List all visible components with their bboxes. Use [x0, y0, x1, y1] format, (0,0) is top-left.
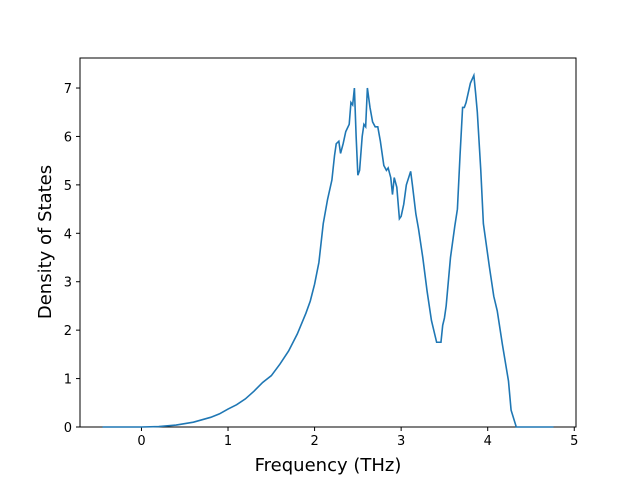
x-axis-label: Frequency (THz)	[255, 455, 402, 476]
y-tick-label: 5	[64, 179, 72, 194]
x-tick-label: 3	[397, 434, 405, 449]
plot-frame	[79, 57, 577, 428]
y-tick-label: 6	[64, 130, 72, 145]
y-tick-label: 1	[64, 373, 72, 388]
x-tick-label: 4	[484, 434, 492, 449]
x-tick-label: 5	[570, 434, 578, 449]
y-tick-label: 2	[64, 324, 72, 339]
y-axis-label: Density of States	[35, 165, 56, 319]
y-tick-label: 3	[64, 276, 72, 291]
dos-line	[102, 72, 554, 428]
x-tick-label: 1	[224, 434, 232, 449]
y-tick-label: 7	[64, 82, 72, 97]
x-tick-label: 2	[310, 434, 318, 449]
x-tick-label: 0	[137, 434, 145, 449]
y-tick-label: 4	[64, 227, 72, 242]
y-tick-label: 0	[64, 421, 72, 436]
